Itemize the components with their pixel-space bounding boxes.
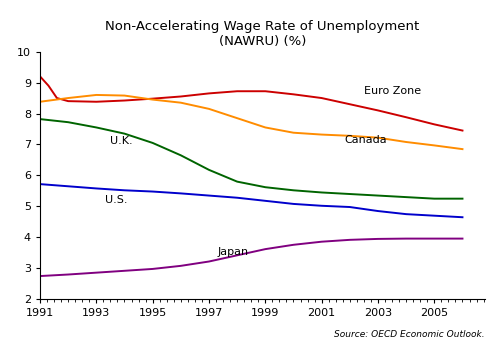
Title: Non-Accelerating Wage Rate of Unemployment
(NAWRU) (%): Non-Accelerating Wage Rate of Unemployme… [106, 20, 420, 48]
Text: Source: OECD Economic Outlook.: Source: OECD Economic Outlook. [334, 330, 485, 339]
Text: U.K.: U.K. [110, 136, 133, 147]
Text: U.S.: U.S. [105, 195, 128, 205]
Text: Japan: Japan [218, 247, 248, 257]
Text: Canada: Canada [344, 135, 387, 145]
Text: Euro Zone: Euro Zone [364, 86, 421, 96]
